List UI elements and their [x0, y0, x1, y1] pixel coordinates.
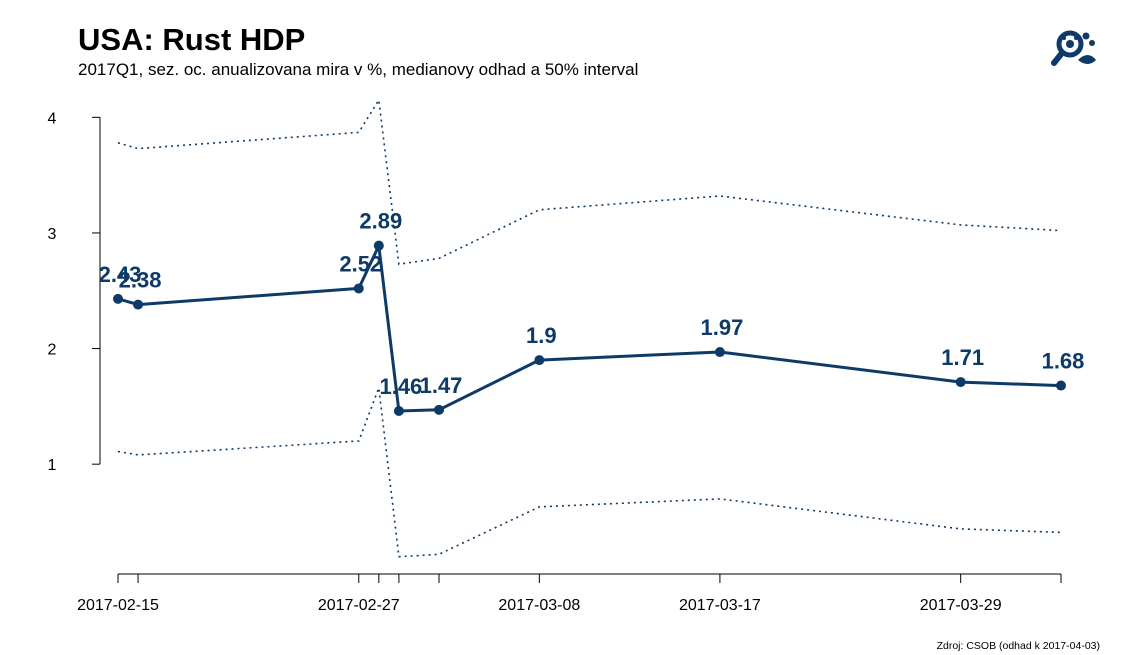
x-tick-label: 2017-02-15	[77, 597, 159, 614]
x-tick-label: 2017-03-08	[498, 597, 580, 614]
median-point	[113, 293, 123, 304]
axes: 1 2 3 4 2017-02-15 2017-02-27 2017-03-08 2017-0…	[48, 110, 1062, 614]
median-point	[534, 355, 545, 366]
median-point	[955, 377, 966, 388]
median-point	[1056, 380, 1066, 391]
x-tick-label: 2017-02-27	[318, 597, 400, 614]
data-label: 2.89	[359, 209, 402, 234]
chart-subtitle: 2017Q1, sez. oc. anualizovana mira v %, …	[78, 60, 639, 79]
lower-interval-line	[117, 387, 1062, 558]
median-point	[393, 405, 404, 416]
median-line	[117, 244, 1062, 413]
y-tick-label: 1	[48, 457, 57, 474]
data-label: 2.38	[119, 268, 162, 293]
y-tick-label: 2	[48, 342, 57, 359]
y-tick-label: 3	[48, 226, 57, 243]
median-point	[714, 347, 725, 358]
data-label: 1.71	[941, 345, 984, 370]
data-label: 2.43	[99, 262, 142, 287]
median-series	[113, 240, 1066, 416]
interval-lines	[117, 97, 1062, 558]
median-point	[373, 240, 384, 251]
chart-title: USA: Rust HDP	[78, 22, 306, 57]
data-label: 1.68	[1042, 349, 1085, 374]
upper-interval-line	[117, 97, 1062, 266]
y-tick-label: 4	[48, 110, 57, 127]
data-label: 1.9	[526, 323, 557, 348]
median-point	[434, 404, 445, 415]
data-label: 1.46	[379, 374, 422, 399]
x-tick-label: 2017-03-29	[920, 597, 1002, 614]
median-point	[133, 299, 144, 310]
x-tick-label: 2017-03-17	[679, 597, 761, 614]
median-point	[353, 283, 364, 294]
magnifier-paw-icon	[1051, 30, 1096, 66]
data-label: 2.52	[339, 251, 382, 276]
data-labels: 2.432.38 2.52 2.89 1.461.47 1.9 1.97 1.71 1.68	[99, 209, 1085, 399]
source-note: Zdroj: CSOB (odhad k 2017-04-03)	[936, 640, 1100, 652]
data-label: 1.97	[701, 315, 744, 340]
data-label: 1.47	[420, 373, 463, 398]
